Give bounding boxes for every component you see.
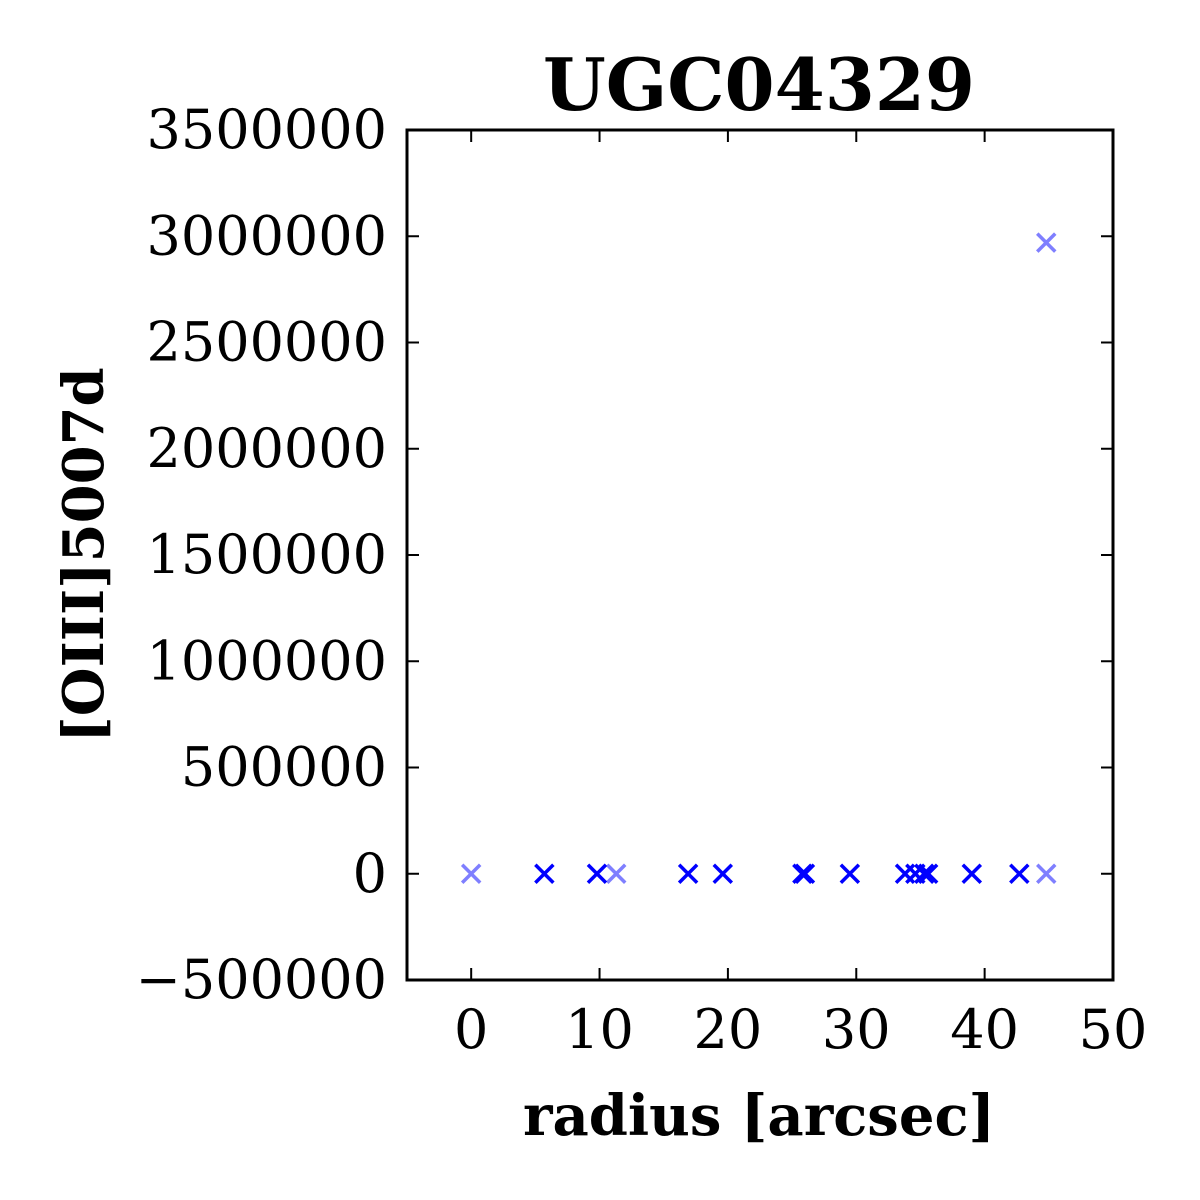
chart-title: UGC04329: [543, 42, 975, 127]
x-axis: 0 10 20 30 40 50: [454, 130, 1147, 1061]
y-tick-label: 500000: [181, 736, 387, 799]
data-point: [1009, 863, 1030, 884]
series-1: [460, 232, 1057, 884]
y-tick-label: 2000000: [147, 417, 388, 480]
y-tick-label: 1500000: [147, 523, 388, 586]
x-tick-label: 40: [950, 998, 1019, 1061]
data-point: [839, 863, 861, 884]
x-axis-label: radius [arcsec]: [523, 1083, 995, 1149]
data-point: [1036, 863, 1057, 884]
data-point: [794, 863, 816, 884]
data-point: [677, 863, 699, 884]
y-tick-label: 1000000: [147, 629, 388, 692]
y-tick-label: −500000: [136, 948, 387, 1011]
plot-area: [460, 232, 1057, 884]
x-tick-label: 10: [565, 998, 634, 1061]
data-point: [460, 863, 482, 884]
x-tick-label: 50: [1079, 998, 1148, 1061]
x-tick-label: 30: [822, 998, 891, 1061]
data-point: [534, 863, 555, 884]
y-tick-label: 0: [353, 842, 387, 905]
data-point: [914, 863, 935, 884]
series-0: [534, 863, 1030, 884]
y-axis-label: [OIII]5007d: [51, 367, 117, 742]
data-point: [605, 863, 627, 884]
y-axis: −500000 0 500000 1000000 1500000 2000000 25000…: [136, 98, 1113, 1011]
data-point: [1036, 232, 1057, 253]
data-point: [961, 863, 983, 884]
y-tick-label: 3500000: [147, 98, 388, 161]
data-point: [712, 863, 734, 884]
plot-frame: [405, 128, 1115, 982]
data-point: [917, 863, 939, 884]
data-point: [792, 863, 813, 884]
y-tick-label: 3000000: [147, 204, 388, 267]
y-tick-label: 2500000: [147, 311, 388, 374]
data-point: [586, 863, 608, 884]
x-tick-label: 0: [454, 998, 488, 1061]
x-tick-label: 20: [694, 998, 763, 1061]
